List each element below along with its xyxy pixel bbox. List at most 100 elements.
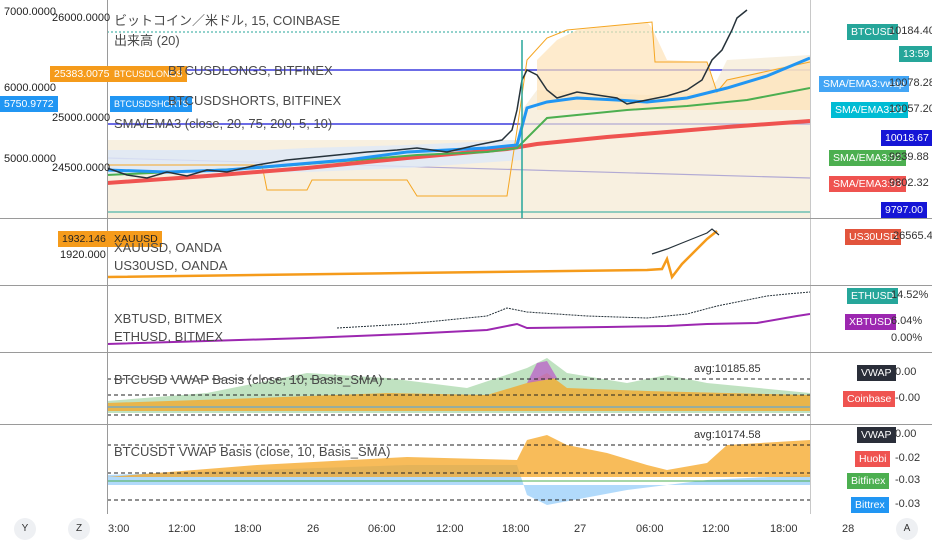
us30-value: 26565.4 — [893, 230, 932, 242]
longs-area — [537, 22, 810, 110]
btcusd-value: 10184.40 — [889, 25, 932, 37]
ethusd-value: 14.52% — [891, 289, 929, 301]
y-axis-toggle-button[interactable]: Y — [14, 518, 36, 540]
shorts-title[interactable]: BTCUSDSHORTS, BITFINEX — [168, 93, 342, 108]
vwap-value: 0.00 — [895, 428, 917, 440]
time-tick: 12:00 — [702, 523, 730, 535]
main-price-plot[interactable] — [107, 0, 810, 218]
time-tick: 3:00 — [108, 523, 130, 535]
btcusd-vwap-title[interactable]: BTCUSD VWAP Basis (close, 10, Basis_SMA) — [114, 372, 383, 387]
xau-label-tag: XAUUSD — [110, 231, 162, 247]
low-level-tag: 9797.00 — [881, 202, 927, 218]
sma03-value: 9802.32 — [889, 177, 929, 189]
time-tick: 06:00 — [636, 523, 664, 535]
sma01-label-tag: SMA/EMA3:01 — [831, 102, 908, 118]
coinbase-value: -0.00 — [895, 392, 921, 404]
ethusd-line — [107, 313, 810, 345]
pane5-right-axis[interactable]: VWAP 0.00 Huobi -0.02 Bitfinex -0.03 Bit… — [810, 425, 932, 514]
sma01-value: 10057.20 — [889, 103, 932, 115]
ethusd-title[interactable]: ETHUSD, BITMEX — [114, 329, 224, 344]
purple-area — [527, 361, 557, 383]
bitfinex-value: -0.03 — [895, 474, 921, 486]
left-blue-price-tag: 5750.9772 — [0, 96, 58, 112]
volume-title[interactable]: 出来高 (20) — [114, 33, 180, 48]
blue-band — [107, 120, 522, 175]
btcusdt-vwap-title[interactable]: BTCUSDT VWAP Basis (close, 10, Basis_SMA… — [114, 444, 391, 459]
us30-title[interactable]: US30USD, OANDA — [114, 258, 228, 273]
bittrex-tag: Bittrex — [851, 497, 889, 513]
xau-line — [651, 228, 720, 255]
time-tick: 18:00 — [502, 523, 530, 535]
coinbase-tag: Coinbase — [843, 391, 896, 407]
blue-level-tag: 10018.67 — [881, 130, 932, 146]
pane3-right-axis[interactable]: ETHUSD 14.52% XBTUSD 6.04% 0.00% — [810, 286, 932, 352]
symbol-title[interactable]: ビットコイン／米ドル, 15, COINBASE — [114, 13, 341, 28]
pane5-left-axis[interactable] — [0, 425, 108, 514]
time-tick: 18:00 — [770, 523, 798, 535]
btcusd-vwap-plot[interactable] — [107, 353, 810, 424]
auto-scale-button[interactable]: A — [896, 518, 918, 540]
bitfinex-tag: Bitfinex — [847, 473, 890, 489]
time-axis[interactable]: Y Z 3:00 12:00 18:00 26 06:00 12:00 18:0… — [0, 514, 932, 550]
bittrex-value: -0.03 — [895, 498, 921, 510]
mid-axis-tick: 25000.0000 — [52, 112, 111, 124]
pane2-left-axis[interactable]: 1932.146 1920.000 — [0, 219, 110, 285]
xau-price-tag: 1932.146 — [58, 231, 110, 247]
xbtusd-line — [336, 291, 810, 329]
sma02-label-tag: SMA/EMA3:02 — [829, 150, 906, 166]
vwap-value: 10078.28 — [889, 77, 932, 89]
pane4-right-axis[interactable]: VWAP 0.00 Coinbase -0.00 — [810, 353, 932, 424]
main-price-pane[interactable]: 7000.0000 6000.0000 5000.0000 5750.9772 … — [0, 0, 932, 219]
left-orange-price-tag: 25383.0075 — [50, 66, 114, 82]
pane3-left-axis[interactable] — [0, 286, 108, 352]
orange-band — [107, 373, 810, 411]
xbtusd-value: 6.04% — [891, 315, 923, 327]
xau-us30-pane[interactable]: 1932.146 1920.000 XAUUSD XAUUSD, OANDA U… — [0, 219, 932, 286]
btcusd-vwap-pane[interactable]: BTCUSD VWAP Basis (close, 10, Basis_SMA)… — [0, 353, 932, 425]
bitmex-pane[interactable]: XBTUSD, BITMEX ETHUSD, BITMEX ETHUSD 14.… — [0, 286, 932, 353]
xbtusd-title[interactable]: XBTUSD, BITMEX — [114, 311, 223, 326]
pane2-right-axis[interactable]: US30USD 26565.4 — [810, 219, 932, 285]
mid-axis-tick: 26000.0000 — [52, 12, 111, 24]
us30-line — [107, 230, 718, 280]
xbtusd-label-tag: XBTUSD — [845, 314, 896, 330]
huobi-tag: Huobi — [855, 451, 891, 467]
vwap-value: 0.00 — [895, 366, 917, 378]
vwap-label-tag: SMA/EMA3:vwap — [819, 76, 909, 92]
z-axis-toggle-button[interactable]: Z — [68, 518, 90, 540]
price-line — [107, 9, 748, 179]
time-tick: 28 — [842, 523, 855, 535]
time-tick: 06:00 — [368, 523, 396, 535]
huobi-value: -0.02 — [895, 452, 921, 464]
vwap-tag: VWAP — [857, 365, 896, 381]
time-tick: 26 — [307, 523, 320, 535]
bitmex-plot[interactable] — [107, 286, 810, 352]
left-axis-tick: 6000.0000 — [4, 82, 56, 94]
ethusd-label-tag: ETHUSD — [847, 288, 899, 304]
longs-outline — [107, 21, 810, 197]
left-price-axis[interactable]: 7000.0000 6000.0000 5000.0000 5750.9772 … — [0, 0, 114, 218]
btcusdt-vwap-pane[interactable]: BTCUSDT VWAP Basis (close, 10, Basis_SMA… — [0, 425, 932, 515]
xau-us30-plot[interactable] — [107, 219, 810, 285]
pane2-axis-tick: 1920.000 — [60, 249, 106, 261]
xau-title[interactable]: XAUUSD, OANDA — [114, 240, 222, 255]
pane4-left-axis[interactable] — [0, 353, 108, 424]
vwap-tag: VWAP — [857, 427, 896, 443]
mid-axis-tick: 24500.0000 — [52, 162, 111, 174]
left-axis-tick: 7000.0000 — [4, 6, 56, 18]
orange-band-5 — [107, 435, 810, 477]
time-tick: 27 — [574, 523, 587, 535]
time-tick: 18:00 — [234, 523, 262, 535]
btcusdt-vwap-plot[interactable] — [107, 425, 810, 514]
longs-title[interactable]: BTCUSDLONGS, BITFINEX — [168, 63, 333, 78]
time-tick: 12:00 — [168, 523, 196, 535]
sma02-value: 9939.88 — [889, 151, 929, 163]
btcusdt-avg-label: avg:10174.58 — [694, 429, 761, 441]
sma03-label-tag: SMA/EMA3:03 — [829, 176, 906, 192]
sma-ema-title[interactable]: SMA/EMA3 (close, 20, 75, 200, 5, 10) — [114, 116, 333, 131]
btcusd-label-tag: BTCUSD — [847, 24, 899, 40]
btcusd-avg-label: avg:10185.85 — [694, 363, 761, 375]
right-price-axis[interactable]: BTCUSD 10184.40 13:59 SMA/EMA3:vwap 1007… — [810, 0, 932, 218]
clock-tag: 13:59 — [899, 46, 932, 62]
zero-percent-label: 0.00% — [891, 332, 923, 344]
